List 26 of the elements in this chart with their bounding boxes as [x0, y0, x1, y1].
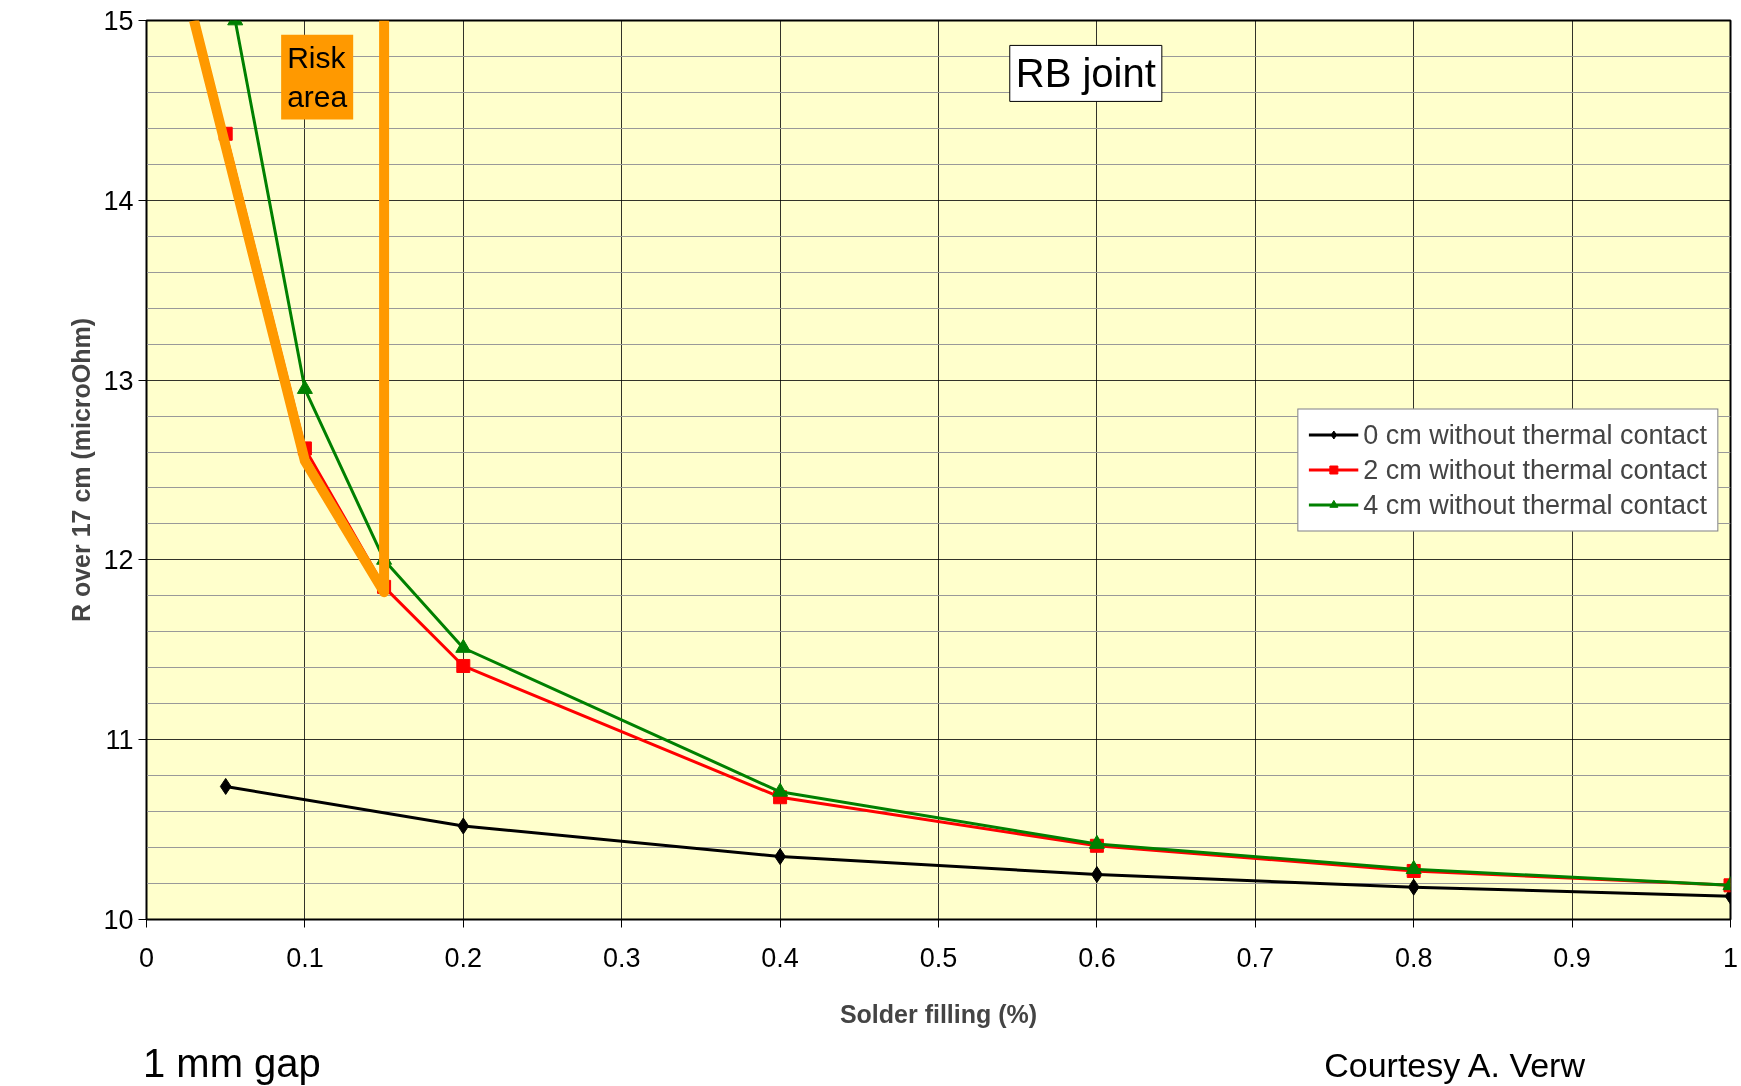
legend-label: 0 cm without thermal contact [1363, 419, 1707, 450]
x-tick-label: 0.2 [444, 942, 483, 973]
y-axis-title: R over 17 cm (microOhm) [67, 317, 96, 623]
text: Courtesy A. Verw [1324, 1045, 1585, 1086]
y-tick-label: 10 [103, 905, 134, 935]
x-tick-label: 0.8 [1394, 942, 1433, 973]
x-tick-label: 0.5 [919, 942, 958, 973]
x-tick-label: 0.7 [1236, 942, 1275, 973]
x-tick-label: 0.6 [1078, 942, 1116, 973]
legend-label: 2 cm without thermal contact [1363, 454, 1707, 485]
text: 1 mm gap [143, 1040, 321, 1086]
annotation: RB joint [1015, 51, 1156, 96]
x-tick-label: 1 [1722, 942, 1739, 973]
x-tick-label: 0.4 [761, 942, 799, 973]
x-tick-label: 0.9 [1553, 942, 1591, 973]
x-axis-title: Solder filling (%) [839, 999, 1038, 1028]
x-tick-label: 0 [138, 942, 155, 973]
x-tick-label: 0.3 [602, 942, 641, 973]
y-tick-label: 15 [103, 6, 134, 36]
x-tick-label: 0.1 [286, 942, 324, 973]
y-tick-label: 12 [103, 545, 134, 576]
y-tick-label: 14 [103, 185, 134, 216]
y-tick-label: 13 [103, 365, 134, 396]
y-tick-label: 11 [105, 725, 134, 756]
annotation: Risk area [287, 40, 348, 114]
legend-label: 4 cm without thermal contact [1363, 489, 1707, 520]
